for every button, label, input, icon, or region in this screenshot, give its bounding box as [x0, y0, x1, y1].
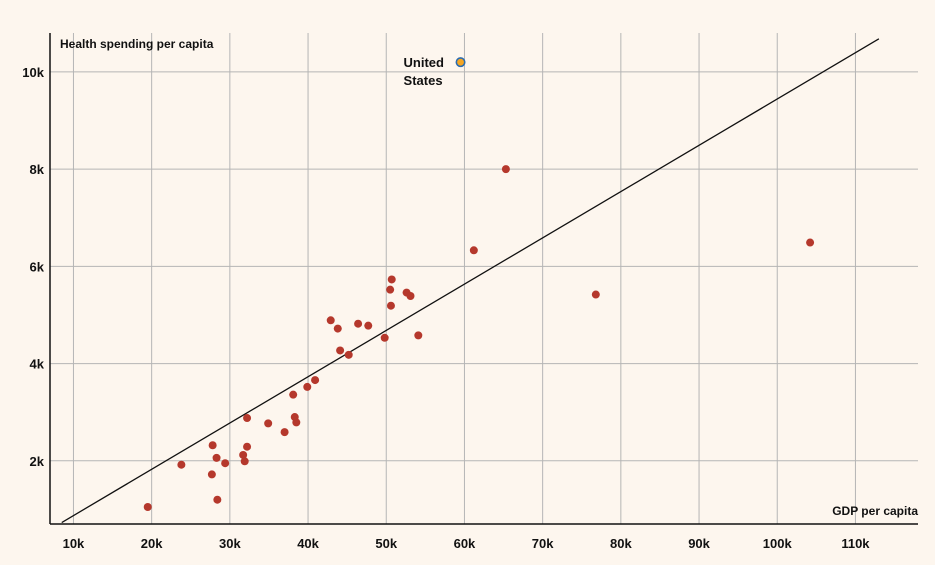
- data-point: [177, 460, 186, 469]
- highlight-label-line: States: [404, 73, 443, 88]
- data-point: [344, 350, 353, 359]
- y-axis-title: Health spending per capita: [60, 37, 214, 51]
- data-point: [380, 333, 389, 342]
- data-point: [212, 453, 221, 462]
- trend-line: [61, 38, 880, 524]
- x-tick-label: 80k: [610, 536, 632, 551]
- data-point: [280, 428, 289, 437]
- x-axis-title: GDP per capita: [832, 504, 918, 518]
- highlight-point: [455, 57, 466, 68]
- data-point: [336, 346, 345, 355]
- data-point: [333, 324, 342, 333]
- data-point: [264, 419, 273, 428]
- data-point: [289, 390, 298, 399]
- grid-layer: [50, 33, 918, 524]
- data-point: [386, 301, 395, 310]
- x-tick-label: 90k: [688, 536, 710, 551]
- x-tick-label: 10k: [63, 536, 85, 551]
- y-tick-label: 8k: [30, 162, 45, 177]
- data-point: [240, 457, 249, 466]
- x-tick-label: 50k: [375, 536, 397, 551]
- data-point: [207, 470, 216, 479]
- data-point: [406, 292, 415, 301]
- data-point: [414, 331, 423, 340]
- data-point: [243, 442, 252, 451]
- data-point: [326, 316, 335, 325]
- data-point: [208, 441, 217, 450]
- x-tick-label: 110k: [841, 536, 870, 551]
- data-point: [143, 502, 152, 511]
- x-tick-label: 100k: [763, 536, 793, 551]
- x-tick-label: 70k: [532, 536, 554, 551]
- data-point: [591, 290, 600, 299]
- labels-layer: Health spending per capita GDP per capit…: [22, 37, 918, 551]
- y-tick-label: 10k: [22, 65, 44, 80]
- axes-layer: [49, 33, 918, 525]
- x-tick-label: 40k: [297, 536, 319, 551]
- data-point: [501, 165, 510, 174]
- data-point: [311, 376, 320, 385]
- y-tick-label: 4k: [30, 357, 45, 372]
- data-point: [386, 285, 395, 294]
- data-point: [806, 238, 815, 247]
- x-tick-label: 30k: [219, 536, 241, 551]
- data-point: [354, 319, 363, 328]
- x-tick-label: 60k: [454, 536, 476, 551]
- highlight-label-line: United: [404, 55, 445, 70]
- x-tick-label: 20k: [141, 536, 163, 551]
- data-point: [364, 321, 373, 330]
- data-point: [213, 495, 222, 504]
- data-point: [243, 414, 252, 423]
- data-point: [292, 418, 301, 427]
- data-point: [303, 382, 312, 391]
- data-point: [469, 246, 478, 255]
- data-point: [387, 275, 396, 284]
- data-point: [221, 459, 230, 468]
- y-tick-label: 6k: [30, 259, 45, 274]
- trend-layer: [61, 38, 880, 524]
- y-tick-label: 2k: [30, 454, 45, 469]
- data-point: [239, 450, 248, 459]
- points-layer: [143, 57, 815, 511]
